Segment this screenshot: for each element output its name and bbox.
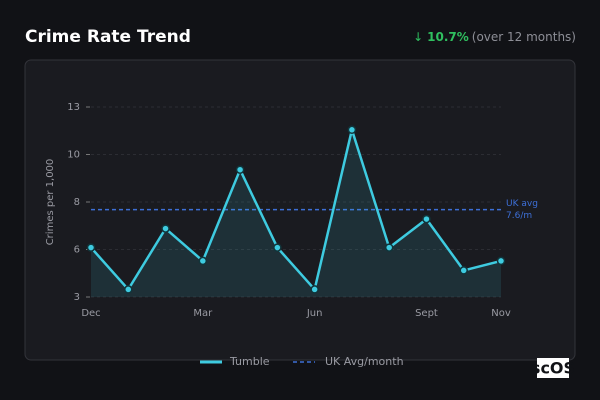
chart-panel: [24, 59, 576, 361]
line: [90, 128, 502, 291]
y-tick-label: 13: [67, 102, 80, 113]
point: [235, 165, 245, 174]
point: [384, 243, 394, 252]
point: [347, 125, 357, 135]
point: [459, 266, 468, 275]
logo-box: [537, 358, 569, 378]
area: [91, 129, 501, 297]
change-value: 10.7%: [427, 30, 469, 44]
legend-label: UK Avg/month: [325, 355, 404, 368]
point: [273, 243, 282, 252]
y-axis-label: Crimes per 1,000: [45, 159, 56, 246]
point: [310, 285, 319, 294]
reference-label: UK avg: [506, 199, 538, 209]
y-tick-label: 6: [74, 245, 80, 256]
x-tick-label: Jun: [306, 308, 323, 319]
point: [86, 243, 96, 252]
change-period: (over 12 months): [472, 30, 576, 44]
y-tick-label: 8: [74, 197, 80, 208]
reference-label: 7.6/m: [506, 211, 532, 221]
legend-label: Tumble: [229, 355, 270, 368]
x-tick-label: Sept: [415, 308, 438, 319]
logo: scOS: [531, 359, 575, 378]
point: [496, 256, 506, 266]
point: [161, 224, 170, 233]
x-tick-label: Nov: [491, 308, 511, 319]
point: [422, 214, 431, 224]
point: [198, 256, 208, 266]
x-tick-label: Mar: [193, 308, 213, 319]
x-tick-label: Dec: [81, 308, 100, 319]
change-arrow: ↓: [413, 30, 423, 44]
change: ↓ 10.7% (over 12 months): [413, 30, 576, 44]
title: Crime Rate Trend: [25, 27, 191, 47]
y-tick-label: 3: [74, 292, 80, 303]
y-tick-label: 10: [67, 150, 80, 161]
point: [124, 285, 133, 294]
